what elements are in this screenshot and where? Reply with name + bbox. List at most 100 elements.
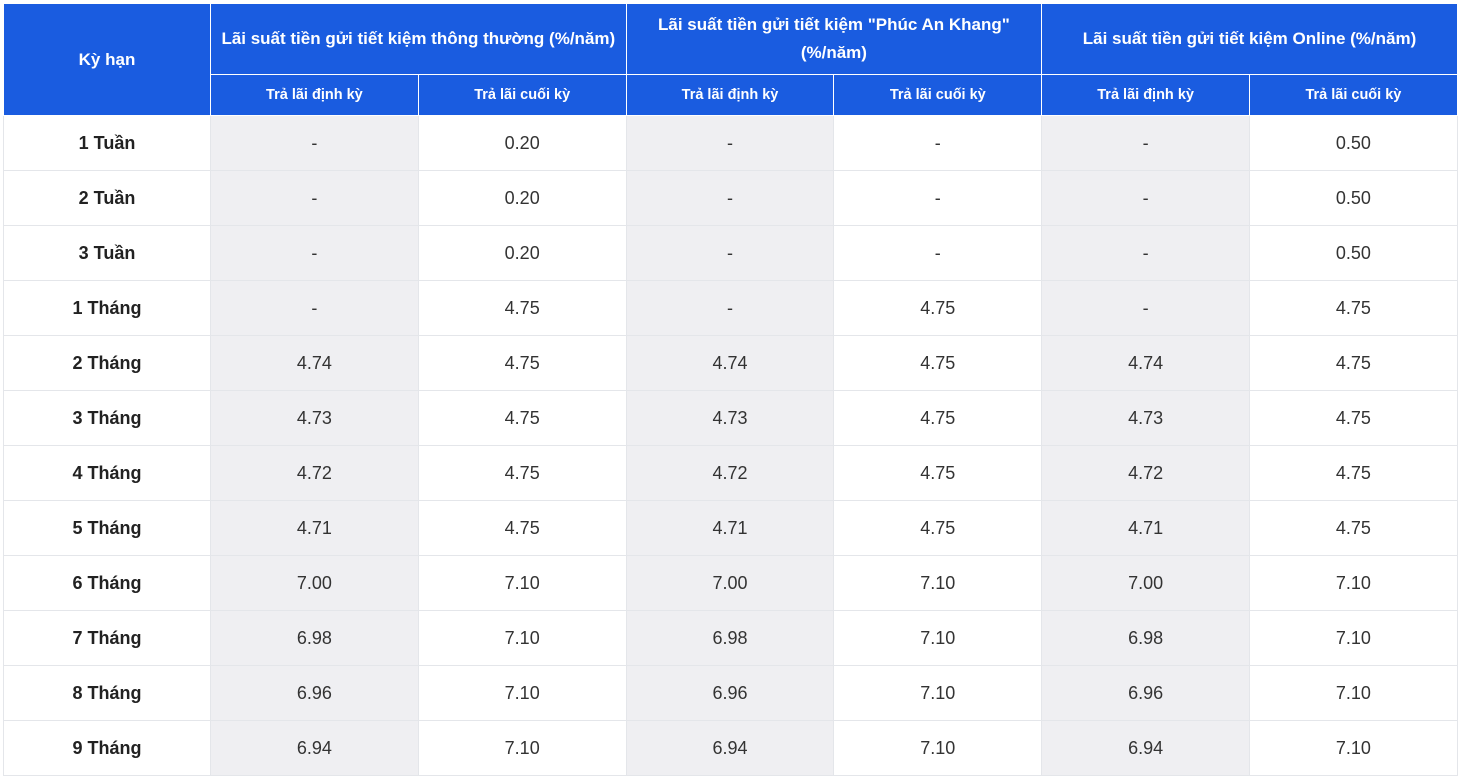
rate-cell-periodic: 4.74: [210, 335, 419, 391]
term-cell: 6 Tháng: [3, 555, 211, 611]
rate-cell-periodic: 4.72: [1041, 445, 1250, 501]
term-cell: 1 Tháng: [3, 280, 211, 336]
table-body: 1 Tuần -0.20- - -0.50 2 Tuần -0.20- - -0.50 3 Tu…: [3, 115, 1458, 776]
rate-cell-periodic: 7.00: [626, 555, 835, 611]
rate-cell-end-of-term: 7.10: [1249, 665, 1458, 721]
rate-cell-end-of-term: 4.75: [833, 445, 1043, 501]
term-cell: 7 Tháng: [3, 610, 211, 666]
table-row: 5 Tháng 4.71 4.75 4.71 4.75 4.71 4.75: [3, 500, 1458, 556]
rate-cell-end-of-term: 4.75: [418, 280, 627, 336]
subheader-end-of-term: Trả lãi cuối kỳ: [1249, 74, 1458, 116]
rate-cell-end-of-term: 4.75: [833, 390, 1043, 446]
rate-cell-periodic: 4.74: [626, 335, 835, 391]
rate-cell-end-of-term: 0.20: [418, 170, 627, 226]
rate-cell-periodic: 6.94: [626, 720, 835, 776]
rate-cell-periodic: -: [626, 115, 835, 171]
rate-cell-end-of-term: 7.10: [1249, 555, 1458, 611]
rate-cell-end-of-term: 4.75: [1249, 390, 1458, 446]
rate-cell-end-of-term: 0.20: [418, 225, 627, 281]
rate-cell-end-of-term: 4.75: [1249, 500, 1458, 556]
rate-cell-periodic: 6.96: [210, 665, 419, 721]
rate-cell-end-of-term: 0.20: [418, 115, 627, 171]
subheader-end-of-term: Trả lãi cuối kỳ: [417, 74, 627, 116]
table-row: 2 Tháng 4.74 4.75 4.74 4.75 4.74 4.75: [3, 335, 1458, 391]
rate-cell-periodic: 7.00: [210, 555, 419, 611]
table-row: 6 Tháng 7.00 7.10 7.00 7.10 7.00 7.10: [3, 555, 1458, 611]
rate-cell-periodic: -: [210, 170, 419, 226]
term-cell: 9 Tháng: [3, 720, 211, 776]
rate-cell-end-of-term: 7.10: [1249, 720, 1458, 776]
term-cell: 5 Tháng: [3, 500, 211, 556]
rate-cell-end-of-term: -: [833, 115, 1043, 171]
rate-cell-periodic: -: [1041, 280, 1250, 336]
rate-cell-end-of-term: 4.75: [833, 335, 1043, 391]
rate-cell-end-of-term: 7.10: [833, 555, 1043, 611]
rate-cell-periodic: 6.98: [1041, 610, 1250, 666]
rate-cell-periodic: 6.96: [626, 665, 835, 721]
term-cell: 3 Tuần: [3, 225, 211, 281]
term-cell: 3 Tháng: [3, 390, 211, 446]
rate-cell-end-of-term: 4.75: [418, 445, 627, 501]
interest-rate-table: Kỳ hạn Lãi suất tiền gửi tiết kiệm thông…: [3, 3, 1458, 776]
rate-cell-end-of-term: 4.75: [418, 390, 627, 446]
rate-cell-end-of-term: 0.50: [1249, 170, 1458, 226]
group-header-phuc-an-khang: Lãi suất tiền gửi tiết kiệm "Phúc An Kha…: [625, 3, 1043, 75]
table-row: 4 Tháng 4.72 4.75 4.72 4.75 4.72 4.75: [3, 445, 1458, 501]
table-row: 3 Tuần -0.20- - -0.50: [3, 225, 1458, 281]
rate-cell-periodic: -: [1041, 225, 1250, 281]
rate-cell-periodic: 6.96: [1041, 665, 1250, 721]
table-row: 3 Tháng 4.73 4.75 4.73 4.75 4.73 4.75: [3, 390, 1458, 446]
rate-cell-periodic: -: [1041, 170, 1250, 226]
rate-cell-periodic: 4.72: [626, 445, 835, 501]
rate-cell-end-of-term: -: [833, 225, 1043, 281]
rate-cell-periodic: 4.73: [626, 390, 835, 446]
table-row: 7 Tháng 6.98 7.10 6.98 7.10 6.98 7.10: [3, 610, 1458, 666]
rate-cell-periodic: 4.71: [626, 500, 835, 556]
rate-cell-periodic: -: [210, 115, 419, 171]
rate-cell-periodic: -: [210, 225, 419, 281]
rate-cell-periodic: 6.94: [210, 720, 419, 776]
rate-cell-end-of-term: 4.75: [1249, 280, 1458, 336]
rate-cell-end-of-term: 7.10: [418, 665, 627, 721]
rate-cell-periodic: 7.00: [1041, 555, 1250, 611]
subheader-periodic: Trả lãi định kỳ: [625, 74, 835, 116]
table-row: 2 Tuần -0.20- - -0.50: [3, 170, 1458, 226]
term-cell: 2 Tháng: [3, 335, 211, 391]
rate-cell-periodic: 4.73: [210, 390, 419, 446]
rate-cell-periodic: 4.71: [1041, 500, 1250, 556]
table-row: 1 Tuần -0.20- - -0.50: [3, 115, 1458, 171]
rate-cell-end-of-term: 4.75: [1249, 445, 1458, 501]
rate-cell-periodic: -: [626, 225, 835, 281]
subheader-periodic: Trả lãi định kỳ: [1041, 74, 1250, 116]
rate-cell-end-of-term: 7.10: [418, 720, 627, 776]
rate-cell-end-of-term: 0.50: [1249, 115, 1458, 171]
rate-cell-end-of-term: 4.75: [418, 500, 627, 556]
term-cell: 1 Tuần: [3, 115, 211, 171]
term-column-header: Kỳ hạn: [3, 3, 211, 116]
rate-cell-end-of-term: 7.10: [833, 610, 1043, 666]
rate-cell-end-of-term: 4.75: [418, 335, 627, 391]
rate-cell-end-of-term: 4.75: [833, 500, 1043, 556]
rate-cell-end-of-term: 4.75: [1249, 335, 1458, 391]
rate-cell-end-of-term: 7.10: [1249, 610, 1458, 666]
rate-cell-periodic: -: [626, 170, 835, 226]
rate-cell-end-of-term: 7.10: [418, 610, 627, 666]
rate-cell-periodic: 6.98: [210, 610, 419, 666]
table-header: Kỳ hạn Lãi suất tiền gửi tiết kiệm thông…: [3, 3, 1458, 116]
term-cell: 4 Tháng: [3, 445, 211, 501]
rate-cell-end-of-term: 4.75: [833, 280, 1043, 336]
table-row: 9 Tháng 6.94 7.10 6.94 7.10 6.94 7.10: [3, 720, 1458, 776]
table-row: 1 Tháng -4.75-4.75-4.75: [3, 280, 1458, 336]
subheader-periodic: Trả lãi định kỳ: [210, 74, 419, 116]
rate-cell-end-of-term: 7.10: [833, 720, 1043, 776]
rate-cell-periodic: 4.72: [210, 445, 419, 501]
term-cell: 8 Tháng: [3, 665, 211, 721]
rate-cell-periodic: 6.98: [626, 610, 835, 666]
rate-cell-periodic: 4.71: [210, 500, 419, 556]
rate-cell-periodic: 4.73: [1041, 390, 1250, 446]
rate-cell-periodic: -: [626, 280, 835, 336]
rate-cell-end-of-term: 7.10: [418, 555, 627, 611]
group-header-regular: Lãi suất tiền gửi tiết kiệm thông thường…: [210, 3, 627, 75]
rate-cell-periodic: -: [210, 280, 419, 336]
